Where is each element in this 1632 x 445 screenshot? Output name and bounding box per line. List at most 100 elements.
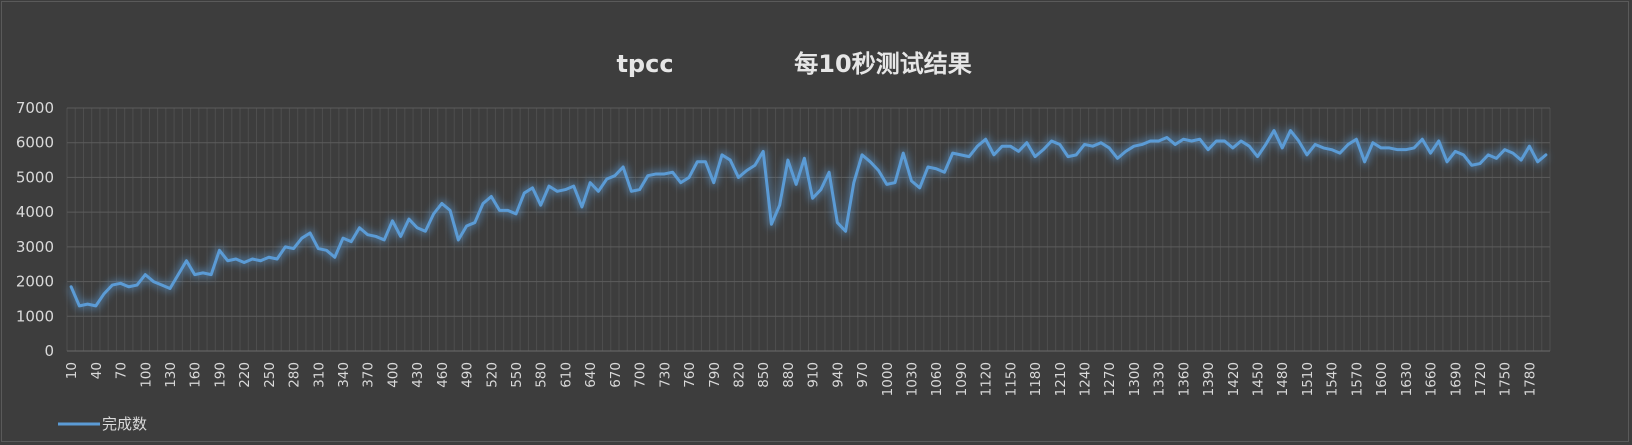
x-tick-label: 610: [558, 362, 574, 388]
data-point: [1223, 139, 1226, 142]
data-point: [1091, 145, 1094, 148]
data-point: [935, 167, 938, 170]
x-tick-label: 1570: [1349, 362, 1365, 396]
data-point: [1231, 146, 1234, 149]
data-point: [1404, 148, 1407, 151]
data-point: [622, 166, 625, 169]
x-tick-label: 790: [707, 362, 723, 388]
data-point: [803, 157, 806, 160]
data-point: [1124, 150, 1127, 153]
x-tick-label: 400: [385, 362, 401, 388]
data-point: [177, 273, 180, 276]
x-tick-label: 160: [188, 362, 204, 388]
x-tick-label: 1450: [1251, 362, 1267, 396]
data-point: [424, 230, 427, 233]
data-point: [193, 273, 196, 276]
data-point: [1149, 139, 1152, 142]
data-point: [1380, 146, 1383, 149]
data-point: [844, 230, 847, 233]
x-tick-label: 100: [138, 362, 154, 388]
x-tick-label: 1690: [1448, 362, 1464, 396]
x-tick-label: 1750: [1498, 362, 1514, 396]
x-tick-label: 1720: [1473, 362, 1489, 396]
data-point: [869, 160, 872, 163]
data-point: [374, 235, 377, 238]
x-tick-label: 880: [781, 362, 797, 388]
x-tick-label: 40: [89, 362, 105, 379]
data-point: [1264, 143, 1267, 146]
data-point: [1355, 138, 1358, 141]
x-tick-label: 1420: [1226, 362, 1242, 396]
x-tick-label: 1540: [1325, 362, 1341, 396]
x-tick-label: 970: [855, 362, 871, 388]
x-tick-label: 760: [682, 362, 698, 388]
data-point: [613, 174, 616, 177]
data-point: [671, 171, 674, 174]
x-tick-label: 1510: [1300, 362, 1316, 396]
chart-title-part-2: 每10秒测试结果: [794, 50, 971, 78]
data-point: [399, 235, 402, 238]
data-point: [696, 160, 699, 163]
data-point: [605, 178, 608, 181]
data-point: [1322, 146, 1325, 149]
data-point: [539, 204, 542, 207]
data-point: [531, 186, 534, 189]
x-tick-label: 190: [212, 362, 228, 388]
data-point: [1511, 152, 1514, 155]
data-point: [564, 188, 567, 191]
data-point: [1256, 155, 1259, 158]
data-point: [638, 188, 641, 191]
data-point: [111, 284, 114, 287]
data-point: [309, 231, 312, 234]
data-point: [210, 273, 213, 276]
data-point: [753, 164, 756, 167]
data-point: [902, 152, 905, 155]
data-point: [1132, 145, 1135, 148]
data-point: [523, 192, 526, 195]
legend: 完成数: [58, 415, 147, 433]
data-point: [918, 186, 921, 189]
y-axis: 0 1000 2000 3000 4000 5000 6000 7000: [16, 99, 54, 360]
x-tick-label: 580: [534, 362, 550, 388]
data-point: [358, 226, 361, 229]
data-point: [663, 172, 666, 175]
data-point: [1297, 139, 1300, 142]
data-point: [976, 145, 979, 148]
x-tick-label: 640: [583, 362, 599, 388]
grid: [66, 107, 1551, 352]
data-point: [1198, 138, 1201, 141]
data-point: [1330, 148, 1333, 151]
data-point: [984, 138, 987, 141]
x-tick-label: 1300: [1127, 362, 1143, 396]
data-point: [515, 212, 518, 215]
x-tick-label: 1480: [1275, 362, 1291, 396]
data-point: [1478, 162, 1481, 165]
data-point: [243, 261, 246, 264]
data-point: [1446, 160, 1449, 163]
data-point: [144, 273, 147, 276]
data-point: [712, 181, 715, 184]
data-point: [482, 202, 485, 205]
y-tick-label: 1000: [16, 307, 54, 325]
data-point: [1520, 159, 1523, 162]
data-point: [1042, 148, 1045, 151]
data-point: [762, 150, 765, 153]
x-tick-label: 700: [633, 362, 649, 388]
data-point: [333, 256, 336, 259]
data-point: [737, 176, 740, 179]
data-point: [317, 247, 320, 250]
x-tick-label: 490: [460, 362, 476, 388]
x-tick-label: 460: [435, 362, 451, 388]
data-point: [1454, 150, 1457, 153]
data-point: [1421, 138, 1424, 141]
data-point: [580, 205, 583, 208]
data-point: [688, 176, 691, 179]
x-tick-label: 70: [114, 362, 130, 379]
y-tick-label: 3000: [16, 238, 54, 256]
data-point: [910, 179, 913, 182]
data-point: [160, 284, 163, 287]
data-point: [506, 209, 509, 212]
data-point: [1347, 143, 1350, 146]
data-point: [992, 153, 995, 156]
data-point: [959, 153, 962, 156]
